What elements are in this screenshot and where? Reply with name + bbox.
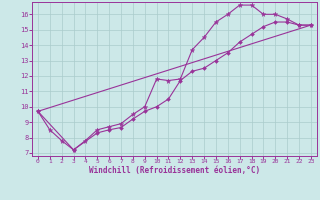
X-axis label: Windchill (Refroidissement éolien,°C): Windchill (Refroidissement éolien,°C): [89, 166, 260, 175]
